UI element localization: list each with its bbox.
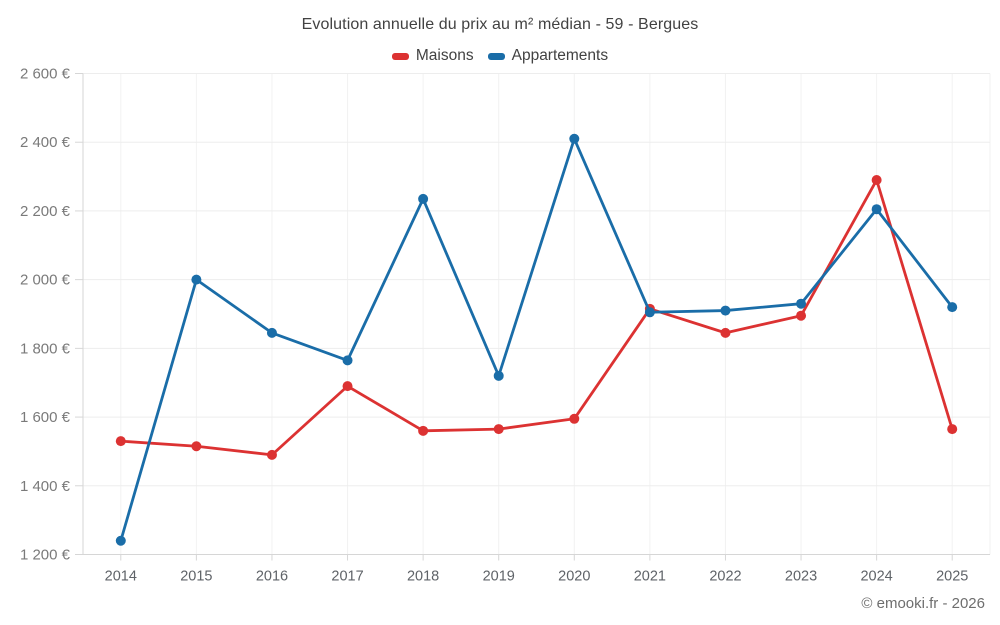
svg-text:1 400 €: 1 400 € <box>20 478 71 495</box>
svg-text:1 600 €: 1 600 € <box>20 409 71 426</box>
svg-text:2015: 2015 <box>180 569 212 585</box>
svg-text:2018: 2018 <box>407 569 439 585</box>
svg-text:2019: 2019 <box>483 569 515 585</box>
svg-text:2021: 2021 <box>634 569 666 585</box>
copyright-watermark: © emooki.fr - 2026 <box>861 595 985 612</box>
chart-legend: Maisons Appartements <box>0 46 1000 66</box>
svg-text:2 000 €: 2 000 € <box>20 272 71 289</box>
chart-title: Evolution annuelle du prix au m² médian … <box>301 16 699 33</box>
legend-label-maisons: Maisons <box>415 47 474 64</box>
svg-text:1 200 €: 1 200 € <box>20 547 71 564</box>
svg-text:2 400 €: 2 400 € <box>20 134 71 151</box>
svg-text:2 600 €: 2 600 € <box>20 66 71 83</box>
svg-text:2 200 €: 2 200 € <box>20 203 71 220</box>
legend-item-maisons[interactable]: Maisons <box>391 47 474 65</box>
svg-text:2024: 2024 <box>860 569 892 585</box>
legend-item-appartements[interactable]: Appartements <box>487 47 609 65</box>
svg-text:2023: 2023 <box>785 569 817 585</box>
svg-text:2014: 2014 <box>105 569 137 585</box>
svg-text:2025: 2025 <box>936 569 968 585</box>
svg-text:1 800 €: 1 800 € <box>20 340 71 357</box>
maisons-legend-swatch-icon <box>391 52 409 60</box>
svg-text:2022: 2022 <box>709 569 741 585</box>
svg-text:2017: 2017 <box>331 569 363 585</box>
legend-label-appartements: Appartements <box>511 47 609 64</box>
appartements-legend-swatch-icon <box>487 52 505 60</box>
svg-text:2016: 2016 <box>256 569 288 585</box>
svg-text:2020: 2020 <box>558 569 590 585</box>
